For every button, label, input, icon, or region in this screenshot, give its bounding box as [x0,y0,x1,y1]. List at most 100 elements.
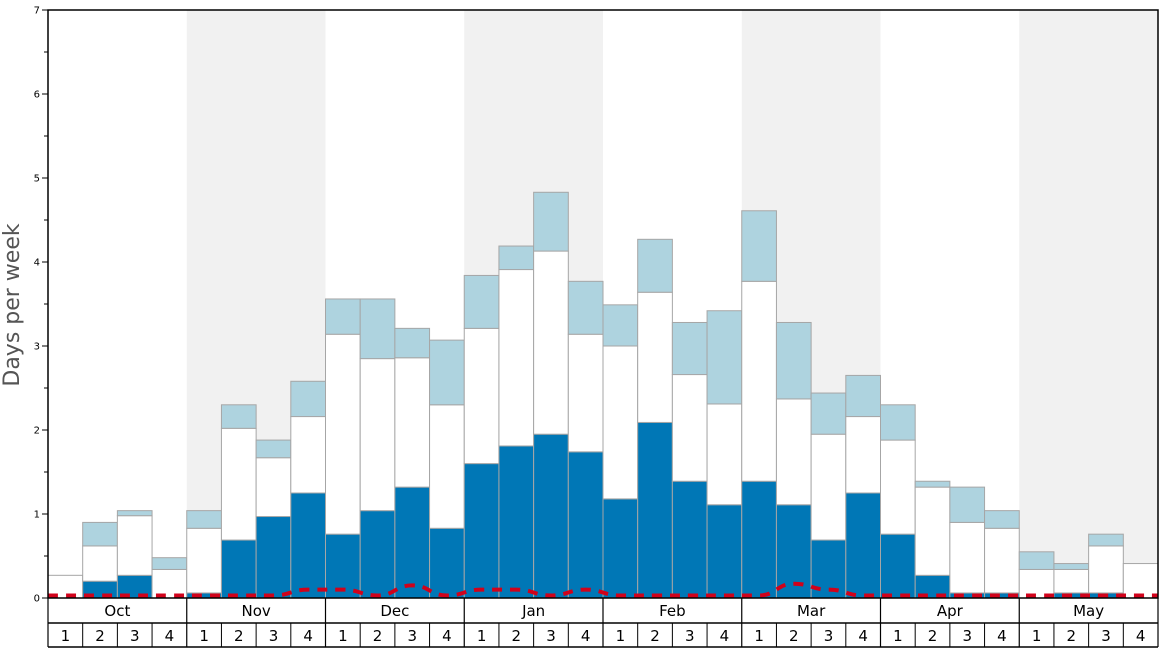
bar-white-7 [290,416,326,494]
bar-dark-7 [290,492,326,599]
bar-white-11 [429,404,465,529]
week-label: 3 [546,627,556,645]
bar-dark-5 [220,539,257,599]
bar-white-16 [602,345,639,500]
bar-light-1 [82,521,118,547]
y-tick-label: 2 [34,426,40,437]
bar-dark-16 [602,498,639,599]
week-label: 1 [199,627,209,645]
week-label: 1 [338,627,348,645]
bar-white-9 [359,358,396,512]
bar-light-5 [220,404,257,429]
month-label-jan: Jan [521,602,545,620]
dashed-trend-line [47,581,1158,598]
month-label-apr: Apr [937,602,964,620]
week-label: 2 [95,627,105,645]
bar-light-21 [775,321,812,400]
bar-white-31 [1122,563,1159,599]
bar-white-12 [463,327,500,465]
bar-light-23 [845,374,881,418]
bar-dark-23 [845,492,881,599]
bar-light-8 [325,298,361,335]
week-label: 4 [581,627,591,645]
week-label: 4 [858,627,868,645]
week-label: 4 [720,627,730,645]
bar-white-25 [914,486,951,576]
bar-light-17 [637,238,673,293]
bar-light-16 [602,304,639,347]
bar-light-2 [116,510,153,517]
month-label-nov: Nov [241,602,270,620]
bar-light-24 [880,404,916,441]
bar-white-6 [255,457,292,518]
week-label: 4 [165,627,175,645]
y-tick-label: 3 [34,342,40,353]
week-label: 2 [928,627,938,645]
bar-light-26 [949,486,986,523]
bar-stacks [47,191,1159,599]
bar-white-4 [186,527,222,594]
bar-light-11 [429,339,465,406]
bar-white-19 [706,403,743,506]
month-label-mar: Mar [797,602,826,620]
bar-white-30 [1088,545,1124,594]
bar-dark-20 [741,480,777,599]
bar-dark-8 [325,533,361,599]
bar-light-13 [498,245,535,271]
x-axis: Oct 1 2 3 4 Nov 1 2 3 4 Dec 1 2 3 4 Jan 1 2 3 4 Feb 1 2 3 4 Mar 1 2… [47,598,1159,648]
bar-light-7 [290,380,326,418]
week-label: 2 [512,627,522,645]
bar-light-6 [255,439,292,459]
bar-light-12 [463,274,500,329]
bar-white-5 [220,427,257,541]
bar-light-27 [984,510,1020,529]
bar-dark-12 [463,463,500,599]
bar-white-23 [845,416,881,494]
week-label: 1 [477,627,487,645]
bar-white-14 [533,250,569,435]
bar-light-9 [359,298,396,360]
week-label: 1 [893,627,903,645]
y-tick-label: 6 [34,90,40,101]
bar-white-17 [637,291,673,423]
y-tick-label: 1 [34,510,40,521]
bar-white-27 [984,527,1020,594]
bar-light-20 [741,210,777,282]
bar-light-3 [151,557,188,570]
week-label: 3 [130,627,140,645]
week-label: 1 [754,627,764,645]
month-label-may: May [1073,602,1104,620]
month-label-oct: Oct [104,602,130,620]
bar-dark-19 [706,504,743,599]
week-label: 4 [1136,627,1146,645]
month-label-dec: Dec [380,602,409,620]
bar-dark-6 [255,516,292,599]
bar-white-26 [949,521,986,594]
bar-light-29 [1053,563,1090,570]
bar-dark-18 [671,480,708,599]
week-label: 4 [303,627,313,645]
bar-white-24 [880,439,916,535]
bar-dark-15 [567,451,604,599]
bar-white-22 [810,433,847,541]
week-label: 3 [824,627,834,645]
week-label: 3 [962,627,972,645]
week-label: 3 [685,627,695,645]
bar-dark-24 [880,533,916,599]
bar-dark-11 [429,527,465,599]
y-tick-label: 0 [34,594,40,605]
week-label: 2 [234,627,244,645]
week-label: 1 [1032,627,1042,645]
week-label: 2 [1067,627,1077,645]
bar-white-15 [567,333,604,453]
bar-white-13 [498,269,535,447]
bar-light-25 [914,480,951,488]
week-label: 3 [269,627,279,645]
bar-white-20 [741,280,777,482]
y-axis-label: Days per week [0,223,25,386]
week-label: 2 [789,627,799,645]
week-label: 1 [616,627,626,645]
week-label: 2 [650,627,660,645]
week-label: 3 [1101,627,1111,645]
